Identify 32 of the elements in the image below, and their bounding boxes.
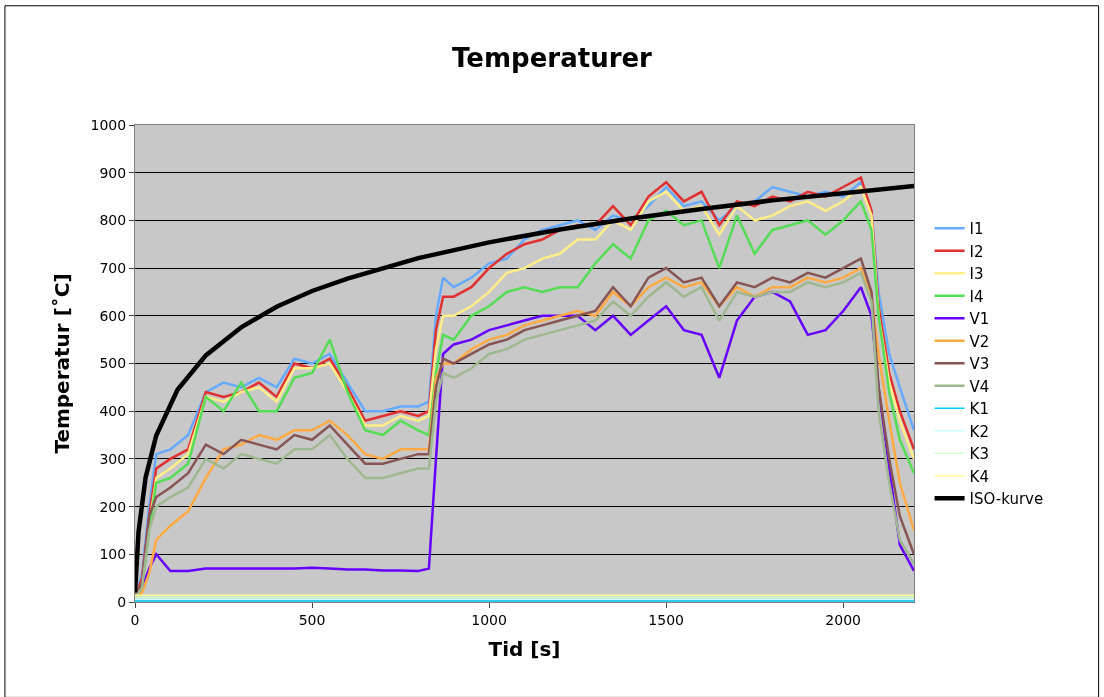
- legend-label: V4: [969, 377, 990, 396]
- x-tick-label: 500: [298, 611, 326, 628]
- legend-label: V3: [969, 355, 990, 374]
- y-tick-label: 800: [99, 212, 127, 229]
- y-tick-label: 200: [99, 498, 127, 515]
- x-tick-label: 1000: [471, 611, 507, 628]
- y-tick-label: 0: [117, 593, 127, 610]
- y-tick-label: 500: [99, 355, 127, 372]
- x-axis-title: Tid [s]: [488, 637, 561, 662]
- y-tick-label: 600: [99, 307, 127, 324]
- chart-title: Temperaturer: [452, 42, 653, 73]
- legend-label: I2: [969, 242, 984, 261]
- legend-label: I4: [969, 287, 984, 306]
- legend-label: V1: [969, 310, 990, 329]
- legend-label: V2: [969, 332, 990, 351]
- y-tick-label: 300: [99, 450, 127, 467]
- y-tick-label: 100: [99, 546, 127, 563]
- legend-label: K2: [969, 422, 989, 441]
- x-tick-label: 2000: [825, 611, 861, 628]
- y-axis-title: Temperatur [˚C]: [50, 273, 75, 454]
- y-tick-label: 700: [99, 260, 127, 276]
- legend-label: I3: [969, 265, 984, 284]
- y-tick-label: 400: [99, 403, 127, 420]
- legend-label: K1: [969, 400, 989, 419]
- y-tick-label: 1000: [90, 116, 127, 133]
- legend-label: ISO-kurve: [969, 490, 1044, 509]
- x-tick-label: 1500: [648, 611, 684, 628]
- legend-label: K3: [969, 445, 989, 464]
- legend-label: K4: [969, 467, 989, 486]
- y-tick-label: 900: [99, 164, 127, 181]
- x-tick-label: 0: [130, 611, 140, 628]
- legend-label: I1: [969, 220, 984, 239]
